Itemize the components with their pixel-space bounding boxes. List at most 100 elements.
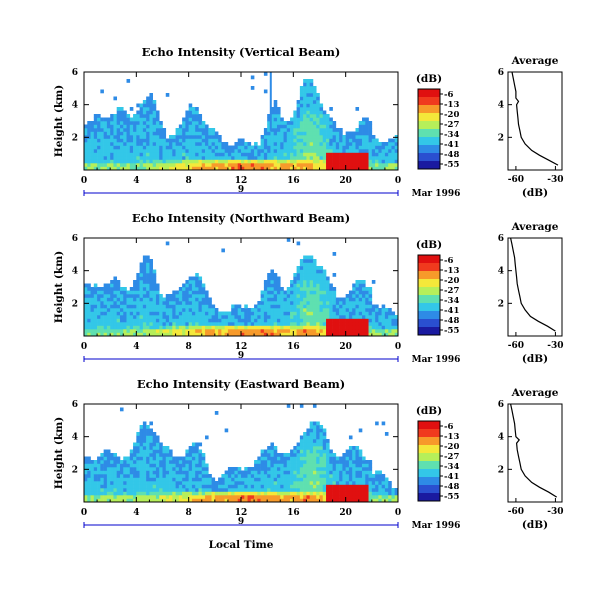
heatmap-cell — [234, 329, 239, 333]
heatmap-cell — [342, 322, 346, 326]
heatmap-cell — [355, 332, 360, 337]
heatmap-cell — [139, 138, 144, 143]
heatmap-cell — [218, 142, 222, 146]
heatmap-cell — [316, 304, 320, 309]
heatmap-cell — [129, 152, 134, 157]
heatmap-cell — [365, 166, 369, 171]
heatmap-cell — [234, 145, 239, 150]
heatmap-cell — [142, 477, 147, 482]
heatmap-cell — [293, 308, 297, 312]
heatmap-cell — [355, 477, 360, 482]
heatmap-cell — [188, 145, 193, 150]
heatmap-cell — [348, 322, 353, 326]
heatmap-cell — [136, 110, 140, 115]
heatmap-cell — [312, 276, 317, 281]
heatmap-cell — [116, 124, 121, 129]
heatmap-cell — [142, 117, 147, 122]
heatmap-cell — [106, 318, 111, 323]
heatmap-cell — [306, 432, 310, 436]
colorbar-swatch — [418, 329, 440, 332]
heatmap-cell — [332, 460, 337, 464]
heatmap-cell — [352, 287, 356, 291]
heatmap-cell — [384, 477, 389, 482]
heatmap-cell — [312, 166, 317, 171]
heatmap-cell — [345, 166, 350, 171]
heatmap-cell — [100, 477, 104, 482]
heatmap-cell — [205, 322, 209, 326]
heatmap-cell — [378, 470, 382, 475]
heatmap-cell — [365, 121, 369, 125]
heatmap-cell — [319, 166, 324, 171]
heatmap-cell — [247, 488, 252, 492]
heatmap-cell — [178, 488, 183, 492]
heatmap-cell — [93, 474, 98, 478]
heatmap-cell — [87, 301, 91, 305]
heatmap-cell — [312, 156, 317, 160]
heatmap-cell — [84, 474, 88, 478]
heatmap-cell — [159, 156, 163, 160]
heatmap-cell — [234, 467, 239, 471]
heatmap-cell — [198, 297, 203, 302]
heatmap-cell — [270, 135, 275, 139]
heatmap-cell — [159, 467, 163, 471]
heatmap-cell — [100, 491, 104, 496]
y-axis-label: Height (km) — [53, 85, 65, 157]
heatmap-cell — [375, 315, 379, 319]
heatmap-cell — [378, 498, 382, 503]
heatmap-cell — [191, 453, 196, 457]
heatmap-cell — [322, 311, 327, 316]
heatmap-cell — [286, 495, 291, 499]
heatmap-cell — [188, 290, 193, 295]
heatmap-cell — [362, 149, 366, 153]
heatmap-cell — [113, 453, 118, 457]
heatmap-cell — [312, 124, 317, 129]
heatmap-cell — [332, 163, 337, 167]
heatmap-cell — [103, 145, 108, 150]
heatmap-cell — [84, 159, 88, 164]
heatmap-cell — [172, 467, 176, 471]
heatmap-cell — [267, 294, 271, 298]
profile-frame — [507, 403, 563, 503]
colorbar-swatch — [418, 133, 440, 136]
heatmap-cell — [172, 308, 176, 312]
heatmap-cell — [113, 280, 118, 284]
heatmap-cell — [146, 287, 150, 291]
heatmap-cell — [139, 477, 144, 482]
heatmap-cell — [316, 425, 320, 429]
heatmap-cell — [218, 488, 222, 492]
heatmap-cell — [155, 304, 160, 309]
heatmap-cell — [319, 128, 324, 132]
heatmap-cell — [388, 329, 392, 333]
heatmap-cell — [198, 311, 203, 316]
heatmap-cell — [116, 166, 121, 171]
heatmap-cell — [375, 481, 379, 485]
heatmap-cell — [332, 453, 337, 457]
heatmap-cell — [312, 297, 317, 302]
heatmap-cell — [188, 107, 193, 111]
heatmap-cell — [188, 311, 193, 316]
heatmap-cell — [352, 304, 356, 309]
heatmap-cell — [198, 477, 203, 482]
heatmap-cell — [319, 315, 324, 319]
heatmap-cell — [247, 152, 252, 157]
heatmap-cell — [142, 124, 147, 129]
heatmap-cell — [335, 325, 340, 330]
heatmap-cell — [267, 287, 271, 291]
heatmap-cell — [368, 495, 373, 499]
heatmap-cell — [329, 107, 333, 111]
heatmap-cell — [162, 135, 167, 139]
heatmap-cell — [129, 159, 134, 164]
heatmap-cell — [165, 453, 170, 457]
heatmap-cell — [303, 484, 307, 489]
heatmap-cell — [100, 89, 104, 94]
heatmap-cell — [342, 301, 346, 305]
heatmap-cell — [299, 266, 304, 270]
heatmap-cell — [260, 135, 265, 139]
heatmap-cell — [155, 325, 160, 330]
heatmap-cell — [319, 435, 324, 440]
heatmap-cell — [319, 114, 324, 118]
heatmap-cell — [188, 318, 193, 323]
heatmap-cell — [231, 470, 235, 475]
heatmap-cell — [110, 311, 114, 316]
colorbar-swatch — [418, 155, 440, 158]
